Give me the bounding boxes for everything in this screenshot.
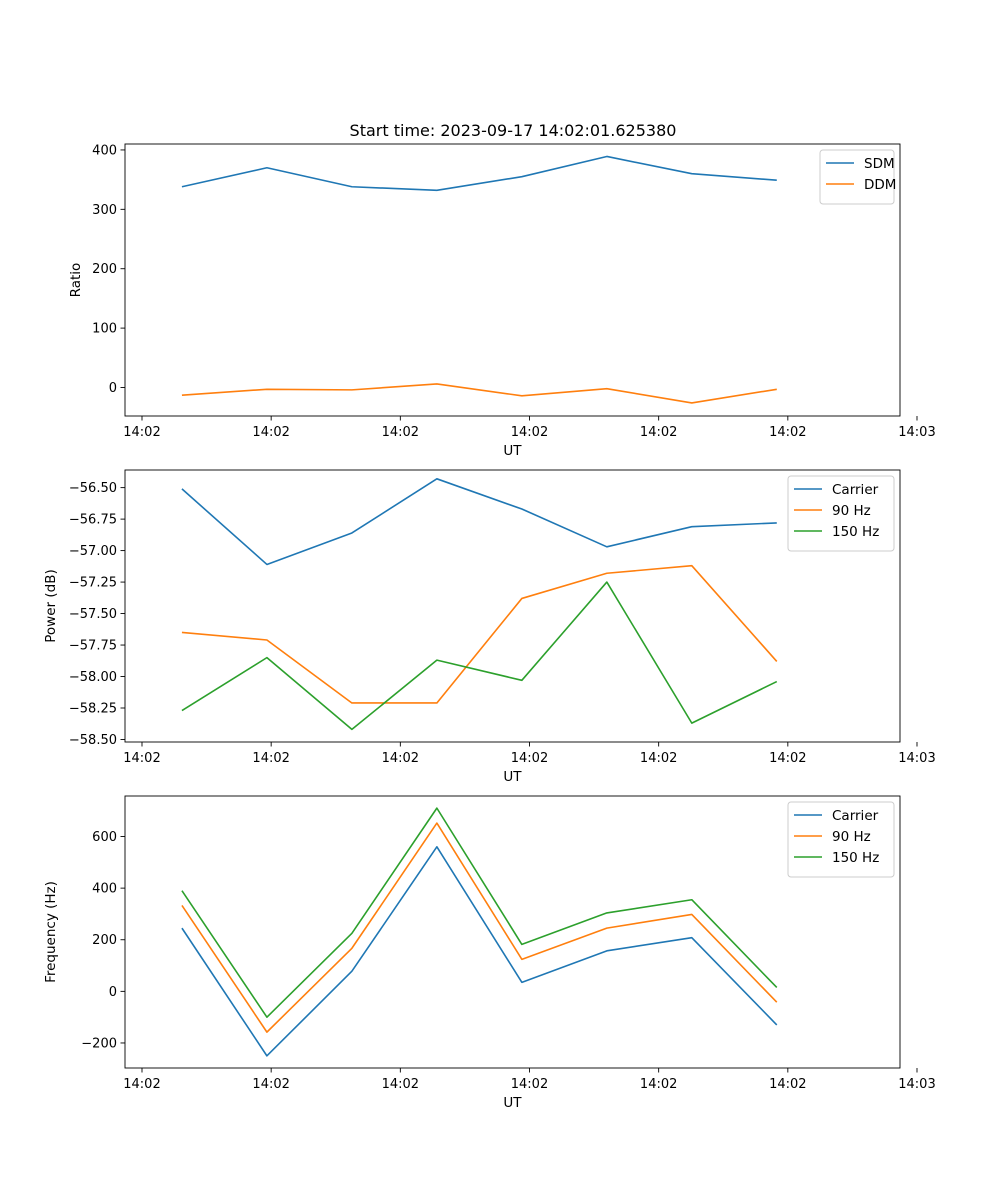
y-tick-label: 600: [92, 830, 117, 845]
x-axis-label: UT: [503, 443, 522, 459]
y-tick-label: −200: [81, 1036, 117, 1051]
legend: Carrier 90 Hz 150 Hz: [787, 801, 895, 878]
legend: SDM DDM: [819, 149, 896, 205]
y-tick-label: 0: [109, 985, 117, 1000]
series-line-2-3: [181, 581, 778, 731]
y-tick-label: −56.75: [69, 513, 117, 528]
legend-label: 90 Hz: [832, 829, 871, 845]
legend-label: Carrier: [832, 482, 879, 498]
x-axis-label: UT: [503, 769, 522, 785]
y-axis-label: Power (dB): [43, 569, 59, 642]
series-line-3-1: [181, 846, 778, 1057]
x-tick-label: 14:03: [898, 425, 935, 440]
y-tick-label: 200: [92, 262, 117, 277]
x-tick-label: 14:02: [382, 425, 419, 440]
legend-label: 90 Hz: [832, 503, 871, 519]
y-tick-label: 400: [92, 143, 117, 158]
x-tick-label: 14:02: [252, 1077, 289, 1092]
x-tick-label: 14:02: [511, 1077, 548, 1092]
y-axis-label: Frequency (Hz): [43, 881, 59, 983]
x-tick-label: 14:02: [640, 1077, 677, 1092]
axes-frame: [124, 795, 901, 1069]
axes-frame: [124, 469, 901, 743]
legend-box: [787, 475, 895, 552]
y-tick-label: 0: [109, 381, 117, 396]
series-line-2-2: [181, 564, 778, 704]
y-tick-label: −57.25: [69, 576, 117, 591]
x-tick-label: 14:02: [640, 751, 677, 766]
y-axis-label: Ratio: [68, 263, 84, 298]
x-tick-label: 14:03: [898, 751, 935, 766]
legend-label: 150 Hz: [832, 524, 879, 540]
x-tick-label: 14:02: [252, 751, 289, 766]
subplot-1: 14:02 14:02 14:02 14:02 14:02 14:02 14:03 0 100 2…: [68, 143, 936, 459]
x-tick-label: 14:02: [382, 751, 419, 766]
axes-frame: [124, 143, 901, 417]
x-tick-label: 14:02: [769, 751, 806, 766]
y-tick-label: −56.50: [69, 481, 117, 496]
x-tick-label: 14:02: [769, 425, 806, 440]
x-tick-label: 14:02: [769, 1077, 806, 1092]
legend-label: SDM: [864, 156, 895, 172]
x-tick-label: 14:02: [123, 425, 160, 440]
legend-label: 150 Hz: [832, 850, 879, 866]
x-tick-label: 14:02: [640, 425, 677, 440]
x-axis-label: UT: [503, 1095, 522, 1111]
legend-label: DDM: [864, 177, 896, 193]
x-tick-label: 14:03: [898, 1077, 935, 1092]
subplot-3: 14:02 14:02 14:02 14:02 14:02 14:02 14:03 −200 0…: [43, 795, 936, 1111]
y-tick-label: −58.25: [69, 702, 117, 717]
x-tick-label: 14:02: [511, 425, 548, 440]
subplot-2: 14:02 14:02 14:02 14:02 14:02 14:02 14:03 −58.5…: [43, 469, 936, 785]
x-tick-label: 14:02: [123, 1077, 160, 1092]
legend-label: Carrier: [832, 808, 879, 824]
y-tick-label: 400: [92, 882, 117, 897]
subplots: 14:02 14:02 14:02 14:02 14:02 14:02 14:03 0 100 2…: [43, 143, 936, 1111]
y-tick-label: −58.00: [69, 670, 117, 685]
y-tick-label: 200: [92, 933, 117, 948]
y-tick-label: −57.75: [69, 639, 117, 654]
series-line-1-1: [181, 155, 777, 192]
x-tick-label: 14:02: [123, 751, 160, 766]
series-line-1-2: [181, 383, 777, 404]
legend-box: [787, 801, 895, 878]
y-tick-label: −57.00: [69, 544, 117, 559]
y-tick-label: −58.50: [69, 733, 117, 748]
series-line-3-3: [181, 807, 778, 1018]
series-line-3-2: [181, 822, 778, 1033]
y-tick-label: −57.50: [69, 607, 117, 622]
x-tick-label: 14:02: [252, 425, 289, 440]
chart-title: Start time: 2023-09-17 14:02:01.625380: [350, 121, 677, 140]
series-line-2-1: [181, 478, 777, 566]
legend: Carrier 90 Hz 150 Hz: [787, 475, 895, 552]
x-tick-label: 14:02: [382, 1077, 419, 1092]
y-tick-label: 100: [92, 322, 117, 337]
x-tick-label: 14:02: [511, 751, 548, 766]
y-tick-label: 300: [92, 203, 117, 218]
